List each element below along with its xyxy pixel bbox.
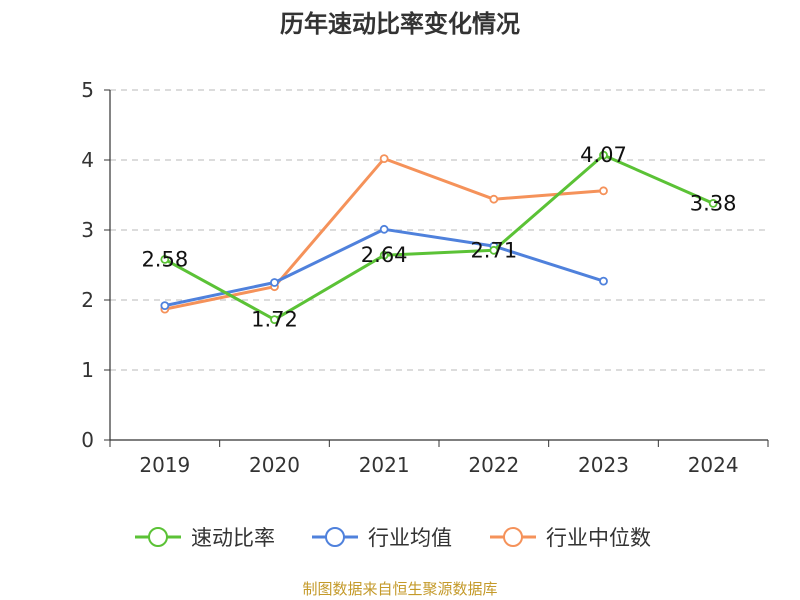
x-tick-label-2022: 2022	[468, 453, 519, 477]
x-tick-label-2024: 2024	[688, 453, 739, 477]
legend-item-1[interactable]: 行业均值	[312, 526, 452, 550]
data-point-s0-2023	[599, 150, 608, 160]
legend-label-0: 速动比率	[191, 526, 275, 550]
x-tick-label-2021: 2021	[359, 453, 410, 477]
legend-item-2[interactable]: 行业中位数	[490, 526, 651, 550]
data-label-2021: 2.64	[361, 243, 408, 267]
series-line-2	[164, 157, 604, 311]
data-point-s1-2020	[270, 278, 279, 287]
y-tick-label-5: 5	[81, 78, 94, 102]
chart-title: 历年速动比率变化情况	[280, 10, 520, 38]
data-labels: 2.58 1.72 2.64 2.71 4.07 3.38	[141, 143, 736, 332]
legend-label-2: 行业中位数	[546, 526, 651, 550]
axes: 0 1 2 3 4 5 2019 2020 2021 2022 2023 2024	[81, 78, 769, 477]
legend-marker-1	[325, 527, 345, 547]
data-label-2020: 1.72	[251, 308, 298, 332]
y-tick-label-3: 3	[81, 218, 94, 242]
y-tick-label-4: 4	[81, 148, 94, 172]
x-tick-label-2019: 2019	[139, 453, 190, 477]
legend-marker-0	[148, 527, 168, 547]
data-point-s1-2019	[160, 301, 170, 311]
legend[interactable]: 速动比率 行业均值 行业中位数	[135, 526, 651, 550]
data-label-2019: 2.58	[141, 247, 188, 271]
data-point-s2-2022	[489, 194, 499, 204]
series-layer	[160, 150, 718, 325]
x-tick-label-2020: 2020	[249, 453, 300, 477]
data-point-s0-2020	[270, 315, 279, 325]
series-line-0	[164, 153, 714, 322]
x-tick-label-2023: 2023	[578, 453, 629, 477]
data-point-s0-2024	[708, 198, 718, 208]
data-point-s1-2023	[599, 276, 608, 286]
grid-lines	[110, 89, 768, 371]
source-note: 制图数据来自恒生聚源数据库	[302, 580, 497, 598]
data-label-2024: 3.38	[690, 191, 737, 215]
legend-item-0[interactable]: 速动比率	[135, 526, 275, 550]
data-point-s0-2019	[160, 254, 170, 264]
legend-marker-2	[503, 527, 523, 547]
data-point-s1-2021	[379, 224, 389, 234]
data-label-2022: 2.71	[470, 238, 517, 262]
data-point-s2-2021	[379, 154, 389, 164]
data-point-s0-2021	[379, 250, 389, 260]
y-tick-label-2: 2	[81, 288, 94, 312]
data-label-2023: 4.07	[580, 143, 627, 167]
legend-label-1: 行业均值	[368, 526, 452, 550]
data-point-s2-2023	[599, 186, 608, 196]
data-point-s0-2022	[489, 245, 499, 255]
y-tick-label-0: 0	[81, 428, 94, 452]
y-tick-label-1: 1	[81, 358, 94, 382]
